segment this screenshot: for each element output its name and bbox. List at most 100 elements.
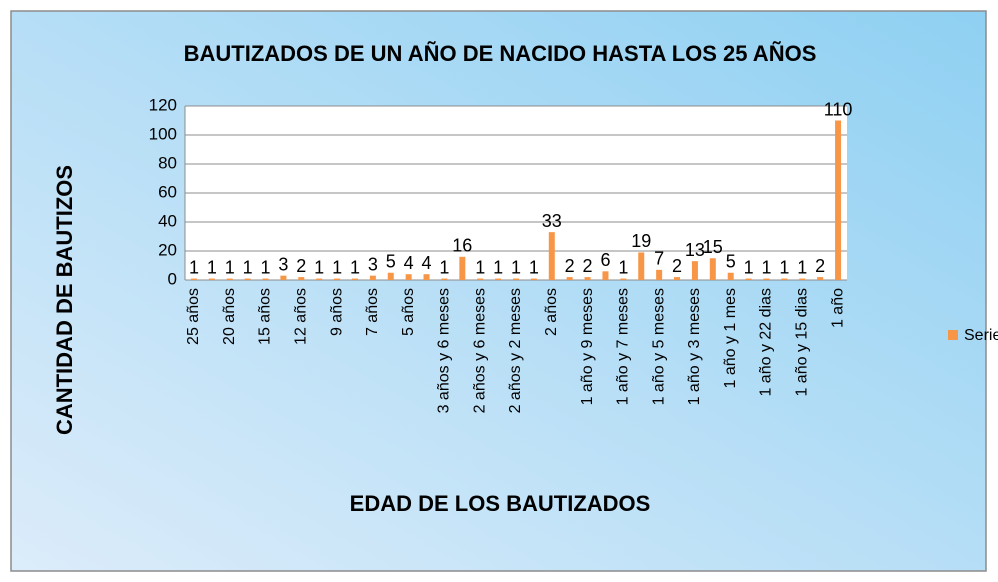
bar: [530, 278, 537, 280]
bar: [477, 278, 484, 280]
bar: [781, 278, 788, 280]
data-label: 1: [243, 257, 253, 277]
bar: [441, 278, 448, 280]
x-tick-label: 1 año y 1 mes: [722, 288, 739, 389]
bar: [405, 274, 412, 280]
data-label: 1: [207, 257, 217, 277]
data-label: 2: [296, 256, 306, 276]
data-label: 1: [332, 257, 342, 277]
bar: [316, 278, 323, 280]
x-tick-label: 2 años: [543, 288, 560, 336]
data-label: 4: [422, 253, 432, 273]
bar: [208, 278, 215, 280]
data-label: 5: [726, 252, 736, 272]
bar: [674, 277, 681, 280]
bar: [638, 252, 645, 280]
data-label: 1: [529, 257, 539, 277]
data-label: 1: [314, 257, 324, 277]
data-label: 3: [368, 254, 378, 274]
bar: [423, 274, 430, 280]
data-label: 13: [685, 240, 705, 260]
bar: [727, 272, 734, 280]
x-tick-label: 1 año y 5 meses: [650, 288, 667, 405]
y-tick-label: 40: [158, 211, 177, 230]
x-tick-label: 15 años: [257, 288, 274, 345]
bar: [226, 278, 233, 280]
bar: [190, 278, 197, 280]
y-axis-title: CANTIDAD DE BAUTIZOS: [52, 165, 77, 435]
x-tick-label: 1 año y 9 meses: [579, 288, 596, 405]
bar: [334, 278, 341, 280]
y-tick-label: 100: [149, 124, 177, 143]
chart-background: [10, 10, 987, 572]
data-label: 7: [654, 249, 664, 269]
data-label: 16: [452, 236, 472, 256]
bar: [799, 278, 806, 280]
data-label: 6: [600, 250, 610, 270]
x-tick-label: 5 años: [400, 288, 417, 336]
data-label: 1: [797, 257, 807, 277]
data-label: 15: [703, 237, 723, 257]
bar: [459, 256, 466, 280]
bar: [656, 269, 663, 280]
data-label: 1: [779, 257, 789, 277]
bar: [602, 271, 609, 280]
data-label: 1: [475, 257, 485, 277]
y-tick-label: 60: [158, 182, 177, 201]
y-tick-label: 20: [158, 240, 177, 259]
data-label: 1: [439, 257, 449, 277]
data-label: 1: [189, 257, 199, 277]
chart-title: BAUTIZADOS DE UN AÑO DE NACIDO HASTA LOS…: [184, 41, 817, 66]
data-label: 2: [583, 256, 593, 276]
bar: [709, 258, 716, 280]
x-tick-label: 3 años y 6 meses: [436, 288, 453, 413]
bar: [835, 120, 842, 280]
x-tick-label: 7 años: [364, 288, 381, 336]
x-tick-label: 1 año: [829, 288, 846, 328]
x-tick-label: 12 años: [293, 288, 310, 345]
bar: [691, 261, 698, 280]
data-label: 1: [225, 257, 235, 277]
x-tick-label: 1 año y 22 dias: [758, 288, 775, 397]
legend-swatch: [948, 330, 958, 340]
bar: [584, 277, 591, 280]
bar: [745, 278, 752, 280]
data-label: 2: [565, 256, 575, 276]
data-label: 110: [824, 99, 853, 119]
x-tick-label: 1 año y 3 meses: [686, 288, 703, 405]
data-label: 1: [744, 257, 754, 277]
bar: [548, 232, 555, 280]
bar: [351, 278, 358, 280]
bar: [298, 277, 305, 280]
legend-label: Series1: [964, 327, 998, 344]
data-label: 3: [278, 254, 288, 274]
bar: [620, 278, 627, 280]
data-label: 1: [761, 257, 771, 277]
data-label: 19: [631, 231, 651, 251]
data-label: 1: [618, 257, 628, 277]
bar: [387, 272, 394, 280]
x-tick-label: 2 años y 2 meses: [507, 288, 524, 413]
bar: [495, 278, 502, 280]
y-tick-label: 0: [168, 269, 177, 288]
bar: [817, 277, 824, 280]
bar: [369, 275, 376, 280]
data-label: 1: [493, 257, 503, 277]
data-label: 1: [511, 257, 521, 277]
x-axis-title: EDAD DE LOS BAUTIZADOS: [350, 491, 651, 516]
data-label: 4: [404, 253, 414, 273]
data-label: 2: [672, 256, 682, 276]
bar: [763, 278, 770, 280]
data-label: 1: [261, 257, 271, 277]
data-label: 5: [386, 252, 396, 272]
bar: [566, 277, 573, 280]
data-label: 33: [542, 211, 562, 231]
data-label: 1: [350, 257, 360, 277]
bar: [280, 275, 287, 280]
x-tick-label: 9 años: [328, 288, 345, 336]
x-tick-label: 1 año y 7 meses: [615, 288, 632, 405]
x-tick-label: 1 año y 15 dias: [793, 288, 810, 397]
y-tick-label: 80: [158, 153, 177, 172]
x-tick-label: 2 años y 6 meses: [471, 288, 488, 413]
